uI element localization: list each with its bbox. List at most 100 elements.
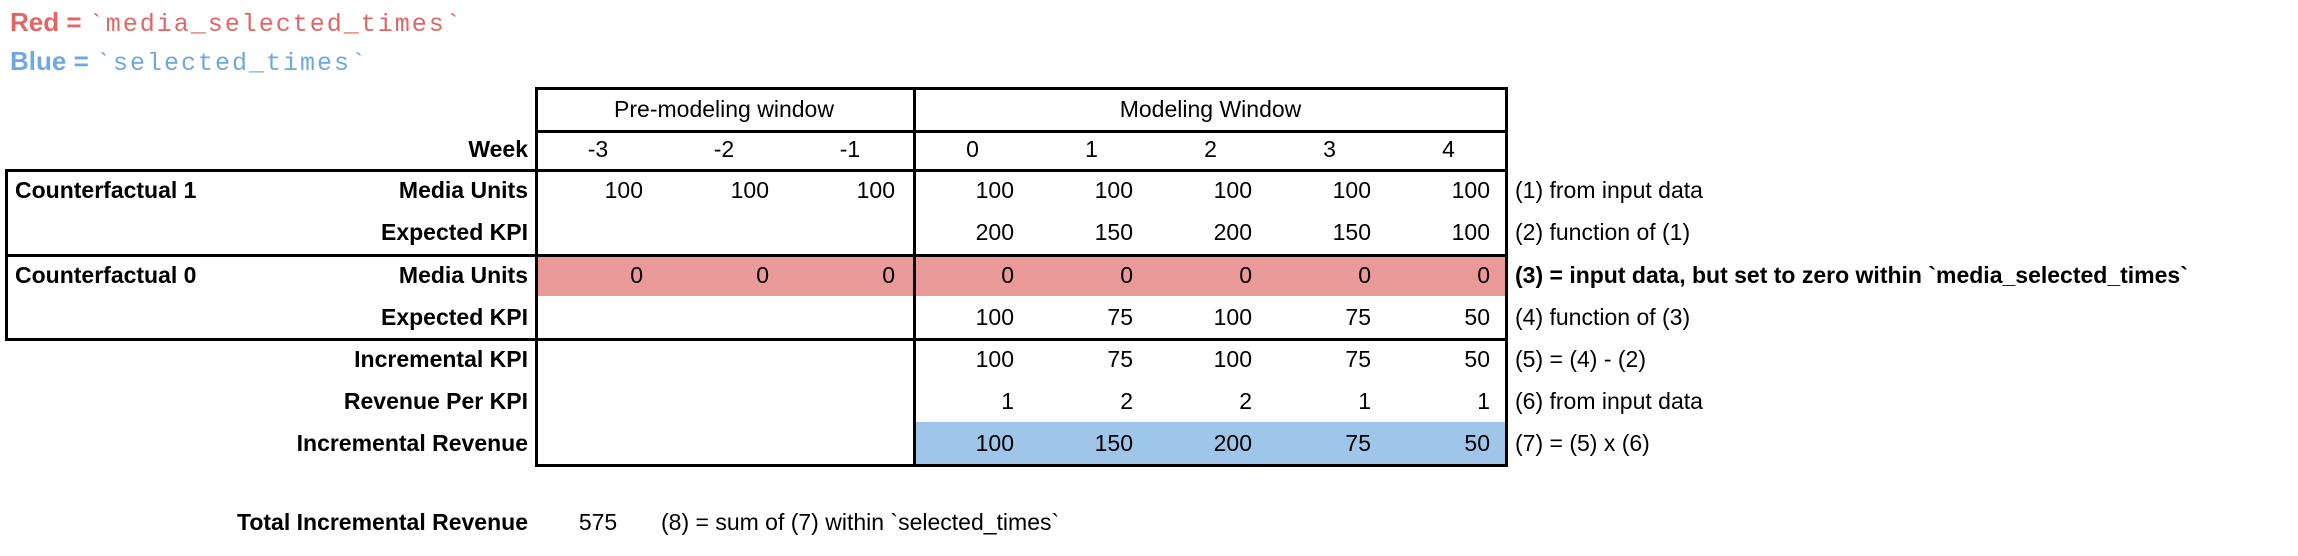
- week-cell: 2: [1204, 136, 1217, 162]
- legend: Red = `media_selected_times` Blue = `sel…: [10, 4, 463, 82]
- row-label: Revenue Per KPI: [343, 388, 528, 414]
- row-cells: 100 75 100 75 50: [535, 296, 1508, 338]
- week-cell: -3: [587, 136, 609, 162]
- row-label: Incremental KPI: [354, 346, 528, 372]
- table-cell: 100: [730, 177, 769, 203]
- table-cell: 75: [1107, 346, 1133, 372]
- table-cell: 150: [1094, 219, 1133, 245]
- table-cell: [787, 380, 913, 422]
- table-cell: [535, 380, 661, 422]
- table-cell: 200: [1213, 219, 1252, 245]
- border-counterfactual1-top: [5, 169, 1508, 172]
- row-cells: 100 100 100 100 100 100 100 100: [535, 169, 1508, 211]
- table-cell: [787, 211, 913, 254]
- row-annotation: (6) from input data: [1515, 388, 1703, 414]
- table-cell: [661, 296, 787, 338]
- row-annotation: (5) = (4) - (2): [1515, 346, 1646, 372]
- table-row: Incremental KPI 100 75 100 75 50 (5) = (4) - (…: [0, 338, 2298, 380]
- border-boxes-left: [5, 169, 8, 341]
- table-cell: 75: [1345, 304, 1371, 330]
- pre-modeling-window-header: Pre-modeling window: [614, 96, 834, 122]
- table-cell: 200: [1151, 422, 1270, 464]
- table-cell: 100: [975, 304, 1014, 330]
- table-cell: 50: [1389, 422, 1508, 464]
- table-cell: 1: [1477, 388, 1490, 414]
- table-row: Counterfactual 1 Media Units 100 100 100 100 1…: [0, 169, 2298, 211]
- border-under-window-headers: [535, 130, 1508, 133]
- table-cell: 0: [787, 254, 913, 296]
- table-cell: 100: [1213, 304, 1252, 330]
- week-row: Week -3 -2 -1 0 1 2 3 4: [0, 130, 2298, 169]
- table-cell: [787, 338, 913, 380]
- row-label: Media Units: [398, 262, 528, 288]
- table-cell: 1: [1358, 388, 1371, 414]
- row-label: Incremental Revenue: [296, 430, 528, 456]
- table-cell: 100: [1094, 177, 1133, 203]
- legend-blue-label: Blue =: [10, 46, 96, 76]
- row-cells: 100 150 200 75 50: [535, 422, 1508, 464]
- border-counterfactual0-bottom: [5, 338, 1508, 341]
- modeling-window-header: Modeling Window: [1119, 96, 1302, 122]
- row-cells: 200 150 200 150 100: [535, 211, 1508, 254]
- row-annotation: (7) = (5) x (6): [1515, 430, 1650, 456]
- table-cell: 100: [856, 177, 895, 203]
- table-cell: 0: [535, 254, 661, 296]
- table-cell: 0: [1032, 254, 1151, 296]
- total-row: Total Incremental Revenue 575 (8) = sum …: [0, 501, 2298, 543]
- total-annotation: (8) = sum of (7) within `selected_times`: [661, 509, 1060, 535]
- table-cell: 100: [1451, 177, 1490, 203]
- table-cell: 100: [604, 177, 643, 203]
- legend-red-code: `media_selected_times`: [88, 10, 463, 39]
- table-cell: [661, 380, 787, 422]
- border-data-right: [1505, 87, 1508, 467]
- table-cell: 100: [1451, 219, 1490, 245]
- table-cell: 50: [1464, 304, 1490, 330]
- table-cell: 2: [1120, 388, 1133, 414]
- border-table-top: [535, 87, 1508, 90]
- row-cells: 1 2 2 1 1: [535, 380, 1508, 422]
- table-cell: [661, 338, 787, 380]
- week-cell: 0: [966, 136, 979, 162]
- total-label: Total Incremental Revenue: [237, 509, 528, 535]
- table-cell: 150: [1332, 219, 1371, 245]
- table-cell: [787, 296, 913, 338]
- row-group-label: Counterfactual 1: [15, 177, 197, 203]
- table-cell: 150: [1032, 422, 1151, 464]
- row-annotation: (1) from input data: [1515, 177, 1703, 203]
- row-cells: 100 75 100 75 50: [535, 338, 1508, 380]
- table-cell: 2: [1239, 388, 1252, 414]
- table-row: Counterfactual 0 Media Units 0 0 0 0 0 0 0 0 (3) =…: [0, 254, 2298, 296]
- week-cell: 1: [1085, 136, 1098, 162]
- row-annotation: (4) function of (3): [1515, 304, 1691, 330]
- border-table-bottom: [535, 464, 1508, 467]
- table-cell: 100: [1213, 177, 1252, 203]
- week-cell: 4: [1442, 136, 1455, 162]
- table-cell: 100: [1332, 177, 1371, 203]
- legend-blue-line: Blue = `selected_times`: [10, 43, 463, 82]
- table-cell: 1: [1001, 388, 1014, 414]
- row-label: Expected KPI: [381, 219, 528, 245]
- table-cell: [661, 211, 787, 254]
- table-cell: [661, 422, 787, 464]
- table-cell: 75: [1270, 422, 1389, 464]
- table-row: Expected KPI 200 150 200 150 100 (2) function …: [0, 211, 2298, 254]
- table-cell: 0: [661, 254, 787, 296]
- table-cell: [787, 422, 913, 464]
- border-counterfactual1-bottom: [5, 254, 1508, 257]
- table-row: Revenue Per KPI 1 2 2 1 1 (6) from input data: [0, 380, 2298, 422]
- table-cell: 0: [1389, 254, 1508, 296]
- table-cell: 50: [1464, 346, 1490, 372]
- table-cell: 100: [975, 177, 1014, 203]
- legend-red-label: Red =: [10, 7, 89, 37]
- week-cell: -1: [839, 136, 861, 162]
- week-cell: 3: [1323, 136, 1336, 162]
- table-cell: [535, 211, 661, 254]
- table-cell: [535, 422, 661, 464]
- border-window-separator: [913, 87, 916, 467]
- legend-red-line: Red = `media_selected_times`: [10, 4, 463, 43]
- table-cell: [535, 296, 661, 338]
- table-cell: 100: [1213, 346, 1252, 372]
- row-annotation: (2) function of (1): [1515, 219, 1691, 245]
